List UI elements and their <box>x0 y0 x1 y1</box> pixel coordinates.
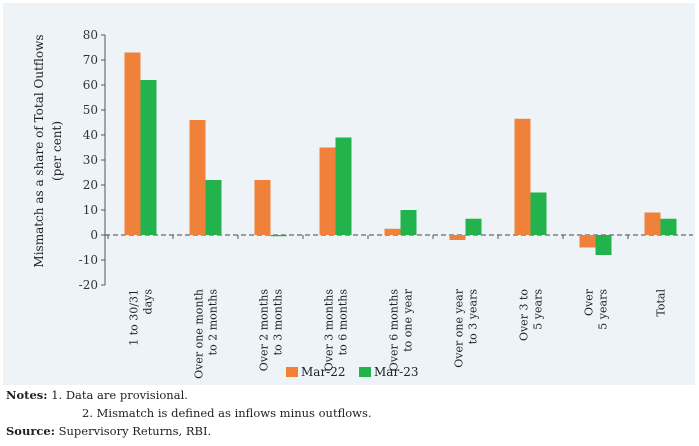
bar-mar-23-7 <box>595 235 612 255</box>
bar-mar-23-6 <box>530 192 547 235</box>
bar-mar-22-8 <box>644 212 661 235</box>
y-tick-label: -10 <box>79 253 98 267</box>
x-tick-label: Over 2 months <box>258 289 271 372</box>
bar-mar-22-7 <box>579 235 596 248</box>
bar-mar-22-2 <box>254 180 271 235</box>
legend: Mar-22 Mar-23 <box>286 365 419 379</box>
note-line-1: Notes: 1. Data are provisional. <box>6 386 696 404</box>
legend-label-mar-23: Mar-23 <box>374 365 419 379</box>
x-tick-label: Over <box>583 288 596 316</box>
x-tick-label: Total <box>655 289 668 317</box>
chart-notes: Notes: 1. Data are provisional. 2. Misma… <box>6 386 696 440</box>
bar-mar-22-1 <box>189 120 206 235</box>
source-label: Source: <box>6 424 55 438</box>
y-tick-label: 70 <box>83 53 98 67</box>
legend-swatch-mar-22 <box>286 367 298 377</box>
x-tick-label: to 3 years <box>467 289 480 345</box>
bar-mar-23-2 <box>270 235 287 237</box>
x-tick-label: 5 years <box>597 289 610 330</box>
x-tick-label: Over 6 months <box>388 289 401 372</box>
note-2-text: 2. Mismatch is defined as inflows minus … <box>82 406 372 420</box>
y-tick-label: 0 <box>90 228 98 242</box>
notes-label: Notes: <box>6 388 48 402</box>
bar-mar-22-4 <box>384 228 401 235</box>
legend-swatch-mar-23 <box>359 367 371 377</box>
y-axis-label-line2: (per cent) <box>50 121 64 181</box>
x-tick-label: days <box>142 289 155 315</box>
x-tick-label: Over 3 months <box>323 289 336 372</box>
bars <box>107 52 677 255</box>
x-tick-label: 5 years <box>532 289 545 330</box>
x-tick-label: Over one month <box>193 289 206 379</box>
y-tick-label: 80 <box>83 28 98 42</box>
y-tick-label: 40 <box>83 128 98 142</box>
x-axis-ticks: 1 to 30/31 days Over one month to 2 months O… <box>128 288 668 379</box>
y-tick-label: 30 <box>83 153 98 167</box>
bar-mar-22-5 <box>449 235 466 240</box>
y-tick-label: 60 <box>83 78 98 92</box>
y-axis-label: Mismatch as a share of Total Outflows (p… <box>32 34 64 267</box>
y-tick-label: -20 <box>79 278 98 292</box>
y-tick-label: 10 <box>83 203 98 217</box>
x-tick-label: to 3 months <box>272 289 285 356</box>
x-tick-label: to 2 months <box>207 289 220 356</box>
bar-mar-22-3 <box>319 147 336 235</box>
bar-mar-23-8 <box>660 218 677 235</box>
x-tick-label: Over one year <box>453 288 466 367</box>
note-1-text: 1. Data are provisional. <box>51 388 188 402</box>
source-line: Source: Supervisory Returns, RBI. <box>6 422 696 440</box>
bar-chart: Mismatch as a share of Total Outflows (p… <box>32 28 693 379</box>
bar-mar-23-3 <box>335 137 352 235</box>
x-tick-label: to 6 months <box>337 289 350 356</box>
bar-mar-23-5 <box>465 218 482 235</box>
x-tick-label: Over 3 to <box>518 289 531 341</box>
bar-mar-23-4 <box>400 210 417 235</box>
bar-mar-23-0 <box>140 80 157 235</box>
chart-panel: Mismatch as a share of Total Outflows (p… <box>3 3 695 385</box>
note-line-2: 2. Mismatch is defined as inflows minus … <box>6 404 696 422</box>
y-axis-label-line1: Mismatch as a share of Total Outflows <box>32 34 46 267</box>
x-tick-label: 1 to 30/31 <box>128 289 141 346</box>
y-tick-label: 20 <box>83 178 98 192</box>
bar-mar-23-1 <box>205 180 222 235</box>
bar-mar-22-6 <box>514 118 531 235</box>
legend-label-mar-22: Mar-22 <box>301 365 346 379</box>
bar-mar-22-0 <box>124 52 141 235</box>
source-text: Supervisory Returns, RBI. <box>58 424 212 438</box>
y-tick-label: 50 <box>83 103 98 117</box>
x-tick-label: to one year <box>402 288 415 352</box>
